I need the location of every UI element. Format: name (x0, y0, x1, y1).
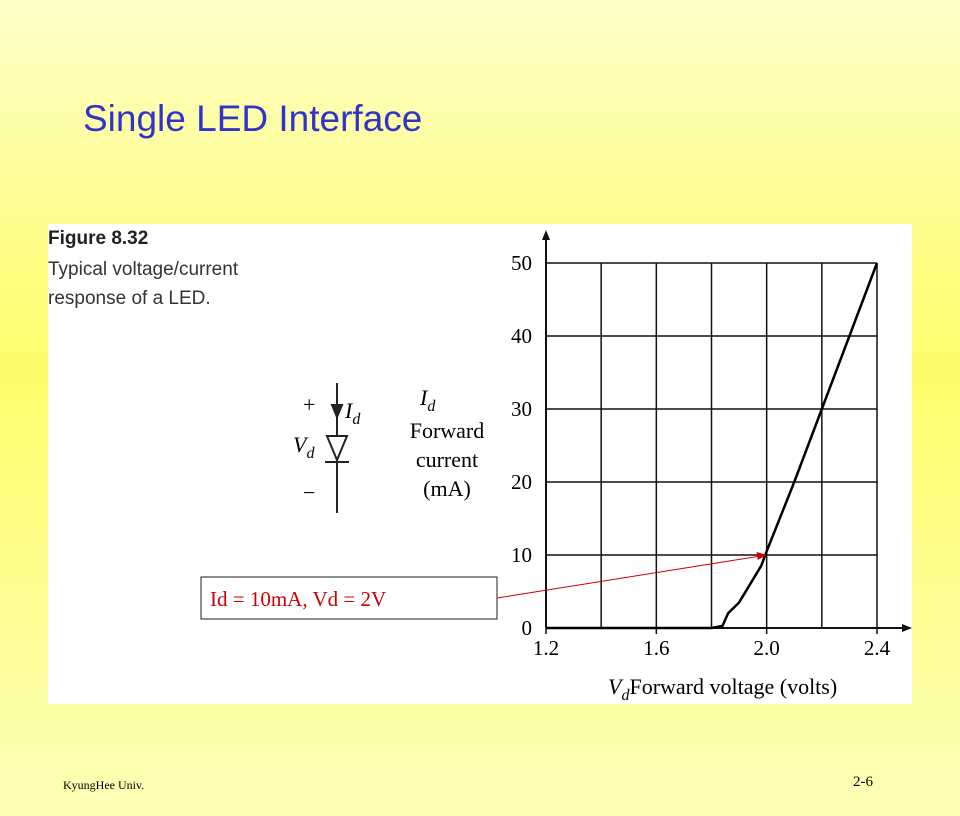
y-tick-label: 10 (511, 543, 532, 567)
figure-area (48, 224, 912, 704)
symbol: V (293, 432, 309, 457)
annotation-arrow (496, 555, 761, 599)
x-tick-label: 1.2 (533, 636, 559, 660)
chart: 0 10 20 30 40 50 1.2 1.6 2.0 2.4 Id Forward current (… (200, 230, 912, 704)
x-axis-arrow (902, 624, 912, 632)
current-label: Id (344, 398, 361, 428)
x-tick-label: 2.0 (754, 636, 780, 660)
subscript: d (427, 398, 436, 415)
x-axis-label: VdForward voltage (volts) (608, 674, 837, 704)
y-tick-label: 50 (511, 251, 532, 275)
x-tick-label: 2.4 (864, 636, 891, 660)
symbol: I (419, 385, 429, 410)
y-axis-label: Id (419, 385, 436, 415)
y-tick-label: 40 (511, 324, 532, 348)
voltage-label: Vd (293, 432, 315, 462)
figure-number: Figure 8.32 (48, 228, 148, 249)
y-tick-label: 30 (511, 397, 532, 421)
minus: − (303, 480, 315, 505)
label-text: Forward voltage (volts) (629, 674, 837, 699)
diode-triangle (325, 435, 349, 463)
diode-symbol (325, 383, 349, 513)
footer-left: KyungHee Univ. (63, 778, 144, 792)
subscript: d (306, 445, 315, 462)
y-tick-label: 20 (511, 470, 532, 494)
annotation-text: Id = 10mA, Vd = 2V (210, 587, 386, 611)
y-axis-arrow (542, 230, 550, 240)
caption: Typical voltage/current (48, 259, 239, 280)
symbol: I (344, 398, 354, 423)
y-axis-label: current (416, 447, 478, 472)
footer-right: 2-6 (853, 774, 873, 790)
slide-title: Single LED Interface (83, 98, 422, 139)
subscript: d (621, 687, 630, 704)
plus: + (303, 392, 315, 417)
y-axis-label: Forward (410, 418, 485, 443)
x-tick-label: 1.6 (643, 636, 669, 660)
y-tick-label: 0 (522, 616, 533, 640)
subscript: d (352, 411, 361, 428)
caption: response of a LED. (48, 288, 211, 309)
data-line (546, 262, 879, 630)
annotation-arrowhead (756, 552, 767, 560)
y-axis-label: (mA) (423, 476, 471, 501)
symbol: V (608, 674, 624, 699)
arrow-head (330, 404, 344, 420)
